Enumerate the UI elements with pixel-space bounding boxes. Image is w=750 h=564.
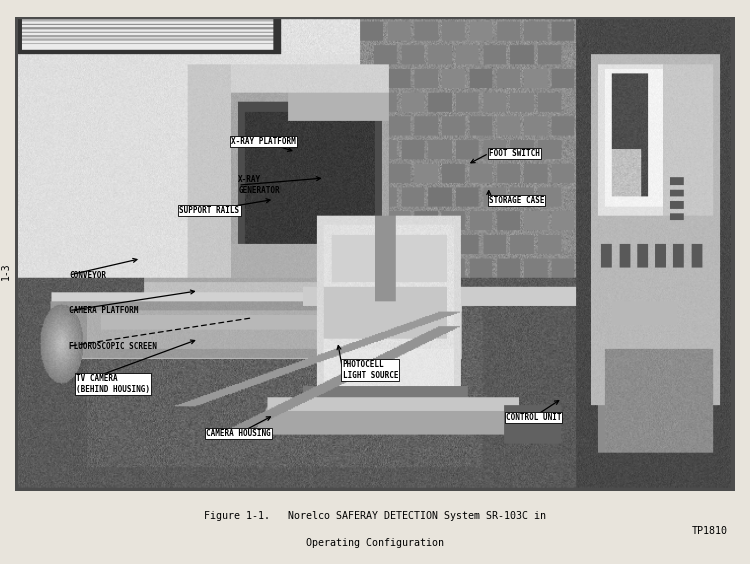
Text: Operating Configuration: Operating Configuration xyxy=(306,539,444,548)
Text: CAMERA HOUSING: CAMERA HOUSING xyxy=(206,429,271,438)
Text: X-RAY PLATFORM: X-RAY PLATFORM xyxy=(231,137,296,146)
Text: 1-3: 1-3 xyxy=(1,262,11,280)
Text: TP1810: TP1810 xyxy=(692,526,728,536)
Text: SUPPORT RAILS: SUPPORT RAILS xyxy=(179,206,239,215)
Text: PHOTOCELL
LIGHT SOURCE: PHOTOCELL LIGHT SOURCE xyxy=(343,360,398,380)
Text: CAMERA PLATFORM: CAMERA PLATFORM xyxy=(69,306,138,315)
Text: FLUOROSCOPIC SCREEN: FLUOROSCOPIC SCREEN xyxy=(69,342,157,351)
Text: X-RAY
GENERATOR: X-RAY GENERATOR xyxy=(238,175,280,195)
Text: Figure 1-1.   Norelco SAFERAY DETECTION System SR-103C in: Figure 1-1. Norelco SAFERAY DETECTION Sy… xyxy=(204,512,546,521)
Text: STORAGE CASE: STORAGE CASE xyxy=(489,196,544,205)
Text: FOOT SWITCH: FOOT SWITCH xyxy=(489,149,540,158)
Text: CONVEYOR: CONVEYOR xyxy=(69,271,106,280)
Text: CONTROL UNIT: CONTROL UNIT xyxy=(506,413,561,422)
Text: TV CAMERA
(BEHIND HOUSING): TV CAMERA (BEHIND HOUSING) xyxy=(76,374,150,394)
